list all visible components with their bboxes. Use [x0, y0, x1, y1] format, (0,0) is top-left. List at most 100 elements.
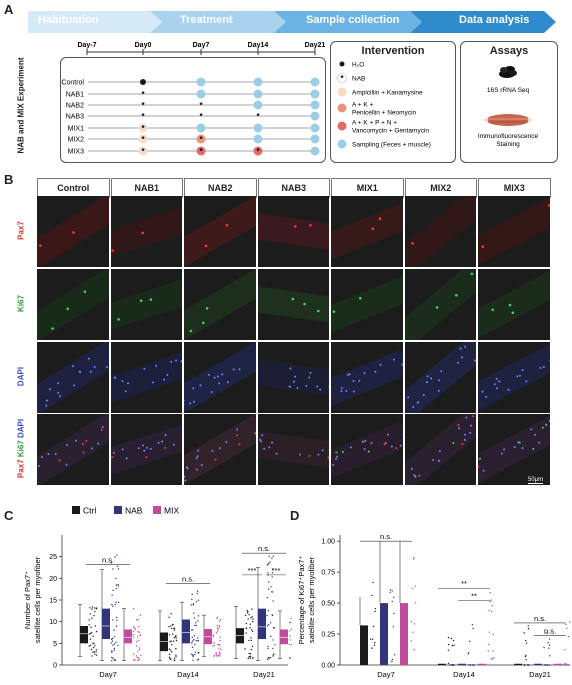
- myofiber-render: [37, 414, 109, 485]
- nucleus-dot: [267, 446, 270, 449]
- data-point: [245, 632, 247, 634]
- chart-ki67-percentage: 0.00 0.25 0.50 0.75 1.00 Percentage of Ki67⁺P…: [297, 532, 571, 679]
- data-point: [525, 654, 527, 656]
- x-tick-label: Day7: [377, 670, 395, 679]
- muscle-icon: [482, 114, 534, 126]
- nucleus-dot: [238, 368, 241, 371]
- data-point: [392, 626, 394, 628]
- data-point: [117, 568, 120, 570]
- data-point: [91, 606, 94, 608]
- data-point: [136, 659, 139, 661]
- data-point: [271, 557, 273, 559]
- nucleus-dot: [463, 433, 466, 436]
- data-point: [111, 640, 114, 642]
- microscopy-image: [37, 269, 109, 340]
- myofiber-render: [478, 269, 550, 340]
- data-point: [488, 631, 491, 633]
- intervention-legend: H₂O * NAB Ampicillin + Kanamysine A + K +Pen…: [337, 61, 431, 149]
- nucleus-dot: [40, 456, 43, 459]
- data-point: [248, 639, 250, 642]
- data-point: [193, 612, 195, 614]
- data-point: [173, 629, 176, 631]
- nucleus-dot: [236, 428, 239, 431]
- nucleus-dot: [110, 249, 114, 252]
- microscopy-image: [404, 414, 476, 485]
- data-point: [93, 651, 95, 653]
- y-tick-label: 0.25: [321, 632, 335, 639]
- annotation-day14-ctrl-mix-label: **: [461, 579, 467, 588]
- data-point: [447, 649, 450, 651]
- data-point: [468, 664, 470, 666]
- nucleus-dot: [463, 345, 466, 348]
- data-point: [564, 649, 566, 651]
- timeline-day-label: Day14: [248, 42, 269, 49]
- microscopy-column-header: MIX1: [331, 178, 404, 198]
- data-point: [250, 639, 252, 642]
- myofiber-group: [37, 342, 109, 413]
- microscopy-row-label-wrap: DAPI: [6, 342, 36, 414]
- data-point: [546, 664, 549, 666]
- sampling-circle-icon: [253, 100, 263, 110]
- microscopy-image: [184, 196, 256, 267]
- data-point: [197, 615, 200, 617]
- nucleus-dot: [422, 394, 425, 397]
- nucleus-dot: [75, 439, 78, 442]
- data-point: [216, 616, 219, 619]
- data-point: [213, 655, 215, 658]
- nucleus-dot: [51, 327, 54, 330]
- sampling-circle-icon: [196, 123, 206, 133]
- data-point: [196, 590, 199, 592]
- myofiber-render: [404, 196, 476, 267]
- nucleus-dot: [541, 426, 544, 429]
- assay-label: Staining: [496, 141, 520, 148]
- data-point: [115, 601, 117, 604]
- data-point: [137, 650, 139, 653]
- data-point: [248, 652, 250, 655]
- data-point: [173, 657, 176, 659]
- microscopy-image: [184, 342, 256, 413]
- data-point: [563, 663, 565, 666]
- microscopy-column-header: NAB2: [184, 178, 257, 198]
- myofiber-render: [184, 269, 256, 340]
- data-point: [138, 625, 140, 628]
- data-point: [195, 624, 197, 626]
- nucleus-dot: [316, 453, 319, 456]
- nucleus-dot: [395, 447, 398, 450]
- nucleus-dot: [144, 456, 147, 459]
- data-point: [492, 633, 494, 636]
- legend-swatch: [114, 506, 122, 514]
- data-point: [246, 609, 248, 612]
- data-point: [168, 616, 170, 618]
- data-point: [173, 659, 176, 661]
- sampling-circle-icon: [196, 77, 206, 87]
- data-point: [111, 637, 114, 640]
- data-point: [490, 599, 492, 601]
- phase-label-data-analysis: Data analysis: [459, 14, 530, 26]
- data-point: [372, 581, 374, 584]
- data-point: [527, 627, 530, 630]
- data-point: [175, 656, 177, 658]
- phase-habituation-arrow: [28, 11, 162, 33]
- nucleus-dot: [211, 449, 214, 452]
- nucleus-dot: [332, 463, 335, 466]
- myofiber-shape: [110, 274, 182, 335]
- data-point: [549, 655, 551, 657]
- nucleus-dot: [460, 356, 463, 359]
- timeline-day-label: Day-7: [77, 42, 96, 49]
- nucleus-dot: [57, 382, 60, 385]
- data-point: [94, 625, 97, 627]
- myofiber-group: [404, 196, 476, 267]
- data-point: [115, 577, 117, 580]
- nucleus-dot: [426, 375, 429, 378]
- nucleus-dot: [226, 381, 229, 384]
- data-point: [92, 651, 94, 654]
- myofiber-shape: [331, 270, 403, 338]
- box-nab: [258, 608, 266, 639]
- sampling-circle-icon: [253, 123, 263, 133]
- data-point: [215, 654, 218, 656]
- nucleus-dot: [93, 366, 96, 369]
- data-point: [112, 644, 114, 646]
- nucleus-dot: [425, 381, 428, 384]
- microscopy-image: [37, 196, 109, 267]
- myofiber-group: [478, 196, 550, 267]
